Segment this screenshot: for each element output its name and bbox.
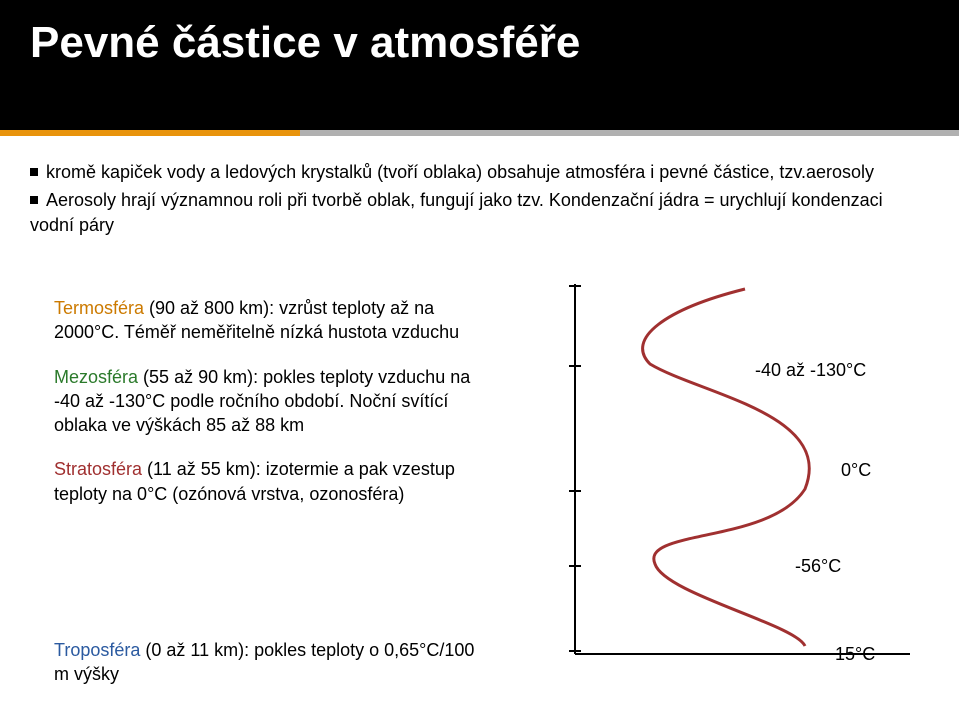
chart-label: 15°C <box>835 644 875 665</box>
intro-text: kromě kapiček vody a ledových krystalků … <box>30 160 929 241</box>
layer-mezo: Mezosféra (55 až 90 km): pokles teploty … <box>54 365 484 438</box>
layer-name-mezo: Mezosféra <box>54 367 138 387</box>
layer-strato: Stratosféra (11 až 55 km): izotermie a p… <box>54 457 484 506</box>
layer-tropo: Troposféra (0 až 11 km): pokles teploty … <box>54 638 484 687</box>
temperature-chart: -40 až -130°C 0°C -56°C 15°C <box>545 284 915 668</box>
chart-label: -40 až -130°C <box>755 360 866 381</box>
layer-name-tropo: Troposféra <box>54 640 140 660</box>
intro-line2: Aerosoly hrají významnou roli při tvorbě… <box>30 190 883 234</box>
layer-name-strato: Stratosféra <box>54 459 142 479</box>
bullet-icon <box>30 168 38 176</box>
bullet-icon <box>30 196 38 204</box>
chart-label: 0°C <box>841 460 871 481</box>
layer-name-termo: Termosféra <box>54 298 144 318</box>
page-title: Pevné částice v atmosféře <box>30 18 580 68</box>
layer-termo: Termosféra (90 až 800 km): vzrůst teplot… <box>54 296 484 345</box>
chart-label: -56°C <box>795 556 841 577</box>
intro-line1: kromě kapiček vody a ledových krystalků … <box>46 162 874 182</box>
